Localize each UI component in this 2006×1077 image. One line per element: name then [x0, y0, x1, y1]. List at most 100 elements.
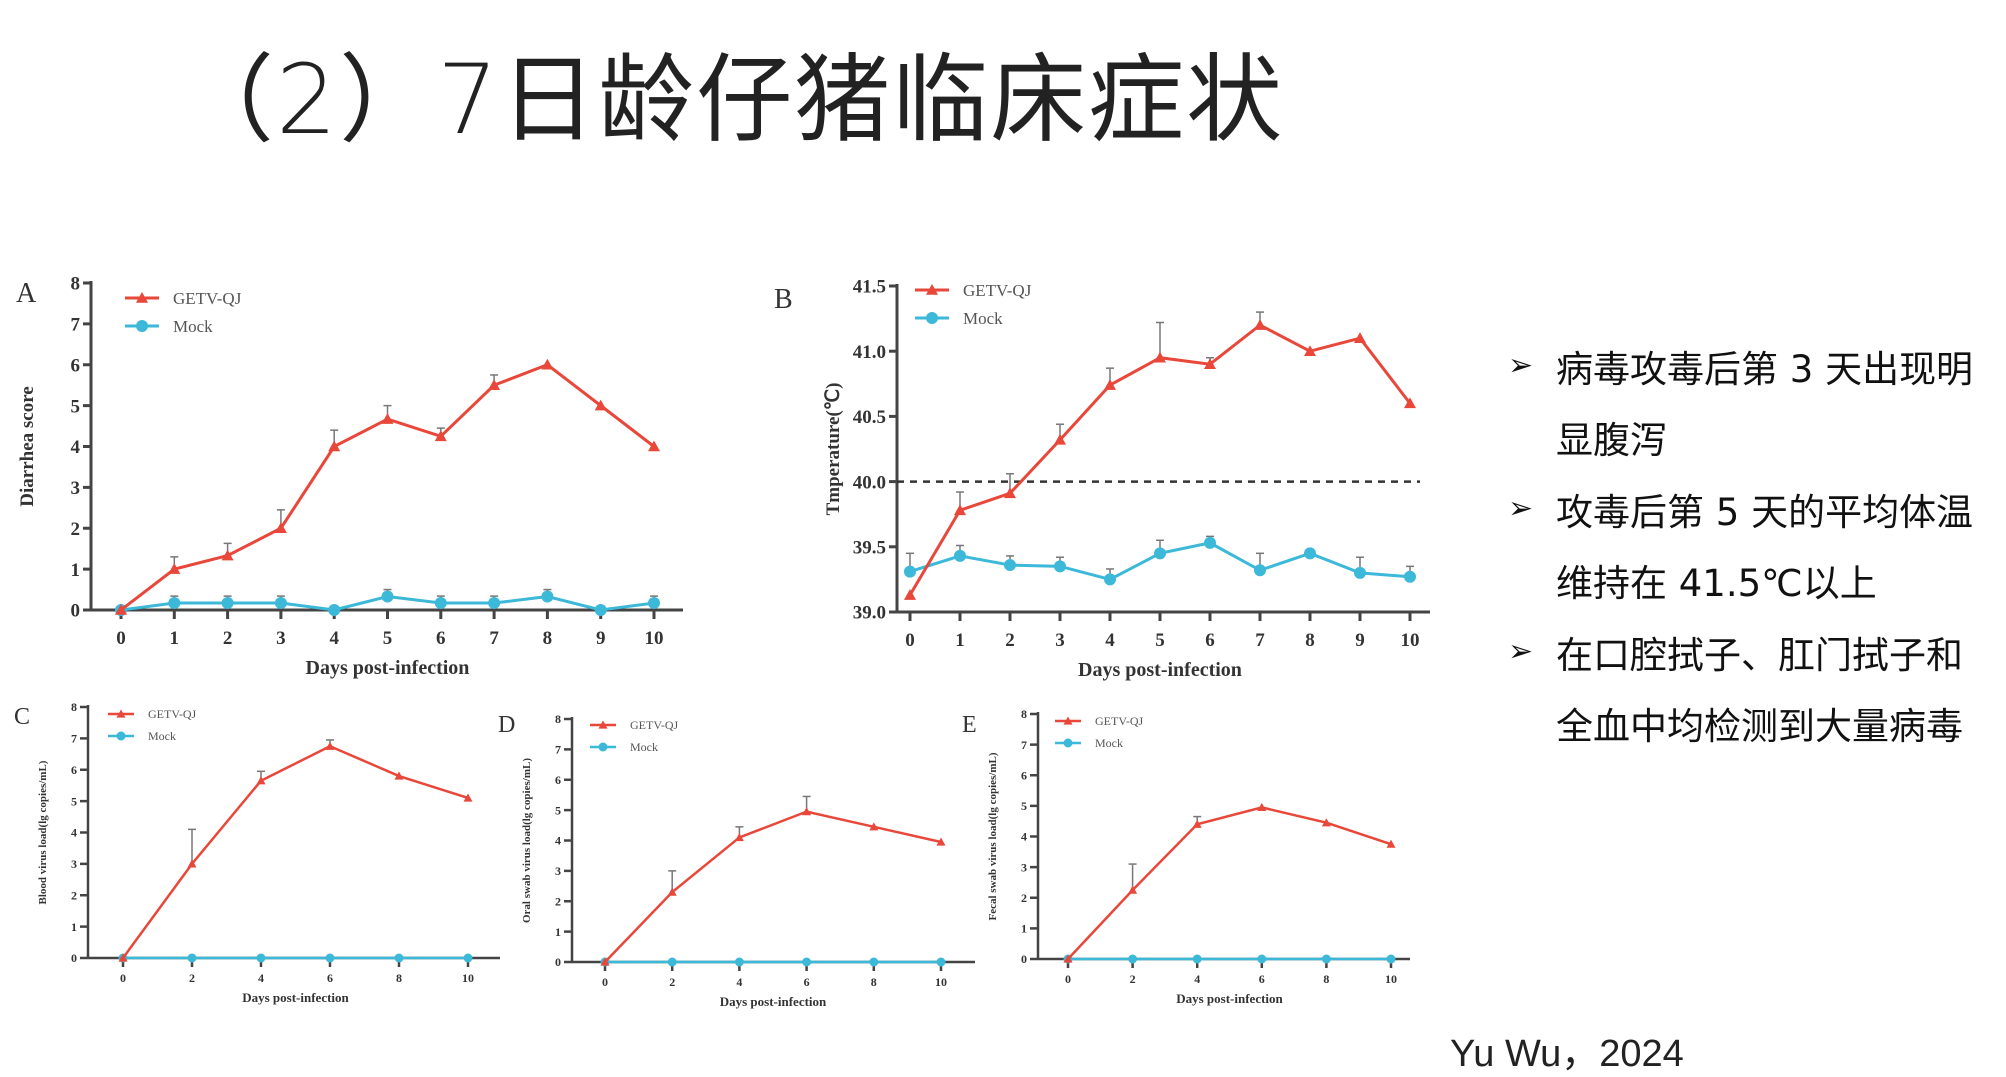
- x-tick-label: 0: [1065, 972, 1071, 986]
- y-tick-label: 7: [1021, 738, 1027, 752]
- x-tick-label: 8: [1323, 972, 1329, 986]
- data-point-circle: [1004, 559, 1016, 572]
- data-point-triangle: [434, 430, 447, 442]
- data-point-circle: [221, 597, 234, 610]
- x-tick-label: 8: [871, 975, 877, 989]
- data-point-triangle: [221, 549, 234, 561]
- legend-marker: [1063, 716, 1073, 725]
- data-point-circle: [802, 957, 812, 967]
- x-tick-label: 2: [1005, 630, 1015, 651]
- x-tick-label: 10: [935, 975, 947, 989]
- data-point-triangle: [1004, 487, 1016, 499]
- data-point-circle: [1354, 566, 1366, 579]
- data-point-circle: [667, 957, 677, 967]
- y-tick-label: 4: [555, 834, 561, 848]
- data-point-triangle: [1192, 819, 1202, 828]
- data-point-triangle: [274, 522, 287, 534]
- bullet-item: ➢ 在口腔拭子、肛门拭子和: [1508, 616, 2006, 688]
- data-point-circle: [328, 604, 341, 616]
- series-line: [1067, 806, 1392, 960]
- data-point-circle: [648, 597, 660, 610]
- x-tick-label: 0: [120, 971, 126, 985]
- data-point-circle: [541, 590, 554, 603]
- x-tick-label: 3: [1055, 630, 1065, 651]
- y-axis-label: Fecal swab virus load(lg copies/mL): [987, 752, 999, 920]
- legend-label: GETV-QJ: [148, 707, 197, 721]
- series-getv-qj: [1063, 802, 1396, 963]
- y-tick-label: 41.0: [853, 342, 886, 363]
- data-point-circle: [256, 953, 266, 963]
- y-tick-label: 4: [71, 437, 81, 458]
- x-tick-label: 2: [223, 628, 233, 649]
- data-point-circle: [594, 604, 607, 616]
- data-point-circle: [1104, 573, 1116, 586]
- bullet-text: 维持在 41.5℃以上: [1556, 562, 1877, 606]
- series-mock: [600, 957, 946, 967]
- data-point-triangle: [381, 413, 394, 424]
- data-point-circle: [1204, 536, 1216, 549]
- data-point-circle: [1154, 547, 1166, 560]
- bullet-text: 攻毒后第 5 天的平均体温: [1556, 490, 1974, 534]
- data-point-triangle: [1257, 802, 1267, 812]
- y-tick-label: 6: [71, 763, 77, 777]
- legend-marker: [1063, 738, 1073, 748]
- x-tick-label: 8: [396, 971, 402, 985]
- legend-marker: [136, 292, 148, 303]
- x-tick-label: 8: [1305, 630, 1315, 651]
- y-tick-label: 1: [1021, 922, 1027, 936]
- x-axis-label: Days post-infection: [720, 994, 827, 1009]
- y-axis-label: Tmperature(℃): [823, 383, 844, 516]
- series-getv-qj: [904, 311, 1416, 600]
- panel-label: E: [962, 712, 977, 738]
- data-point-circle: [954, 549, 966, 562]
- bullet-list: ➢ 病毒攻毒后第 3 天出现明 显腹泻 ➢ 攻毒后第 5 天的平均体温 维持在 41…: [1508, 330, 2006, 759]
- data-point-triangle: [1404, 397, 1416, 409]
- bullet-continuation: 维持在 41.5℃以上: [1508, 545, 2006, 617]
- data-point-triangle: [328, 440, 341, 452]
- legend-label: Mock: [963, 309, 1003, 328]
- data-point-circle: [274, 597, 287, 610]
- y-tick-label: 0: [71, 951, 77, 965]
- x-tick-label: 4: [736, 975, 742, 989]
- legend-label: GETV-QJ: [630, 718, 679, 732]
- y-tick-label: 2: [555, 894, 561, 908]
- y-tick-label: 41.5: [853, 277, 886, 298]
- y-tick-label: 6: [555, 773, 561, 787]
- series-mock: [118, 953, 473, 963]
- y-tick-label: 40.0: [853, 472, 886, 493]
- data-point-circle: [1404, 570, 1416, 583]
- x-tick-label: 2: [1130, 972, 1136, 986]
- x-axis-label: Days post-infection: [242, 990, 349, 1005]
- data-point-triangle: [488, 379, 501, 390]
- x-axis-label: Days post-infection: [1176, 991, 1283, 1006]
- y-tick-label: 7: [555, 743, 561, 757]
- x-tick-label: 7: [1255, 630, 1265, 651]
- bullet-text: 全血中均检测到大量病毒: [1556, 705, 1963, 749]
- data-point-circle: [434, 597, 447, 610]
- y-tick-label: 39.5: [853, 537, 886, 558]
- slide-title: （2）7日龄仔猪临床症状: [178, 44, 1285, 156]
- x-tick-label: 9: [596, 628, 606, 649]
- data-point-triangle: [541, 358, 554, 370]
- x-tick-label: 6: [1259, 972, 1265, 986]
- data-point-triangle: [115, 604, 127, 615]
- data-point-circle: [1386, 954, 1396, 964]
- data-point-circle: [325, 953, 335, 963]
- bullet-item: ➢ 攻毒后第 5 天的平均体温: [1508, 473, 2006, 545]
- panel-label: C: [14, 704, 30, 730]
- bullet-continuation: 全血中均检测到大量病毒: [1508, 688, 2006, 760]
- data-point-triangle: [1254, 319, 1266, 330]
- x-tick-label: 5: [383, 628, 393, 649]
- data-point-triangle: [256, 776, 266, 785]
- legend-marker: [136, 320, 148, 332]
- legend-label: Mock: [1095, 736, 1123, 750]
- y-tick-label: 4: [71, 826, 77, 840]
- y-tick-label: 5: [555, 803, 561, 817]
- data-point-circle: [1254, 564, 1266, 577]
- x-tick-label: 8: [543, 628, 553, 649]
- x-tick-label: 4: [329, 628, 339, 649]
- series-getv-qj: [118, 739, 473, 962]
- x-tick-label: 10: [1385, 972, 1397, 986]
- y-tick-label: 40.5: [853, 407, 886, 428]
